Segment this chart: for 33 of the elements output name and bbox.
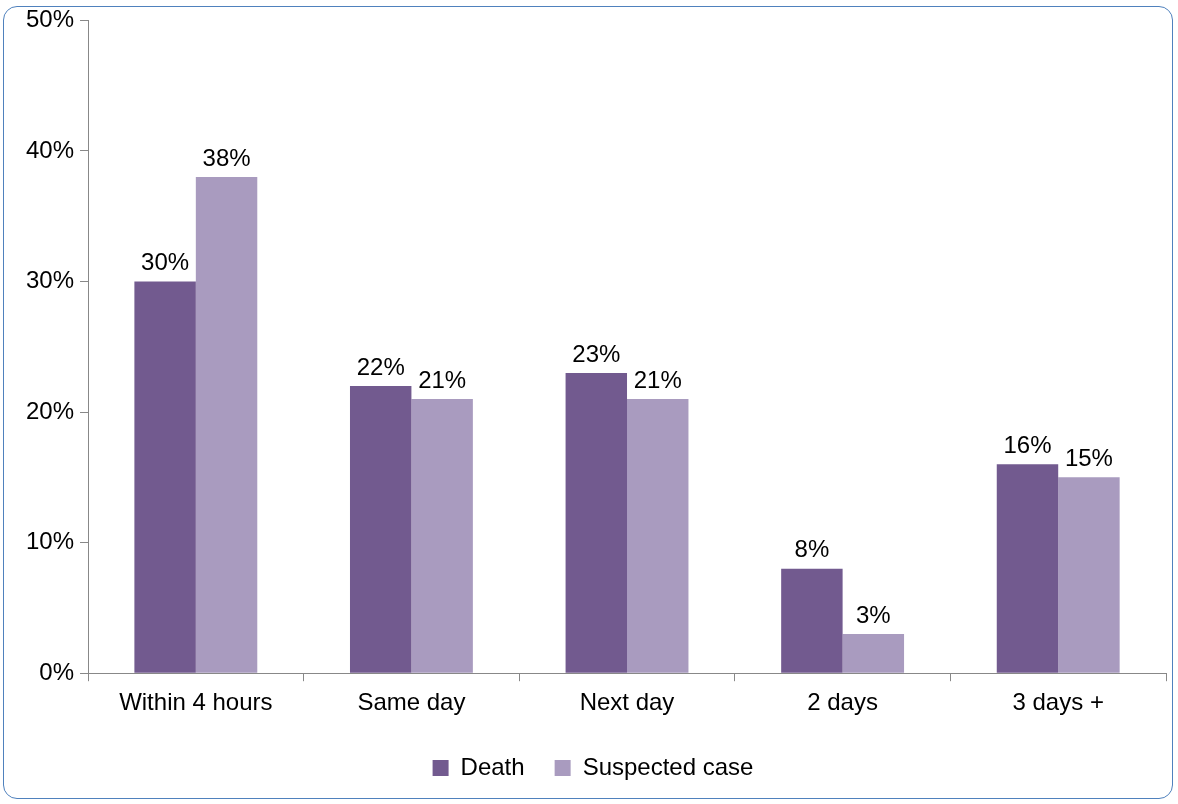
bar <box>627 399 689 673</box>
data-label: 21% <box>418 365 467 393</box>
x-tick-label: 2 days <box>807 688 878 716</box>
data-label: 15% <box>1064 443 1113 471</box>
bar <box>349 385 412 673</box>
y-tick-label: 40% <box>25 135 75 163</box>
data-label: 23% <box>572 339 621 367</box>
bar <box>781 568 843 673</box>
legend-label: Death <box>460 752 525 780</box>
data-label: 8% <box>794 535 830 563</box>
legend-label: Suspected case <box>582 752 754 780</box>
bar <box>996 464 1059 673</box>
bar <box>134 281 196 673</box>
bar <box>842 634 905 673</box>
y-tick-label: 0% <box>39 657 75 685</box>
y-tick-label: 10% <box>25 527 75 555</box>
data-label: 3% <box>855 600 891 628</box>
data-label: 16% <box>1003 430 1052 458</box>
x-tick-label: 3 days + <box>1012 688 1104 716</box>
x-tick-label: Within 4 hours <box>119 688 273 716</box>
data-label: 21% <box>633 365 682 393</box>
bar <box>1058 477 1120 673</box>
bar <box>565 372 628 673</box>
bar <box>411 399 473 673</box>
y-tick-label: 50% <box>25 5 75 33</box>
bar <box>195 177 258 673</box>
data-label: 22% <box>356 352 405 380</box>
data-label: 30% <box>141 248 190 276</box>
data-label: 38% <box>202 143 251 171</box>
y-tick-label: 30% <box>25 266 75 294</box>
x-tick-label: Next day <box>579 688 675 716</box>
x-tick-label: Same day <box>357 688 466 716</box>
y-tick-label: 20% <box>25 396 75 424</box>
